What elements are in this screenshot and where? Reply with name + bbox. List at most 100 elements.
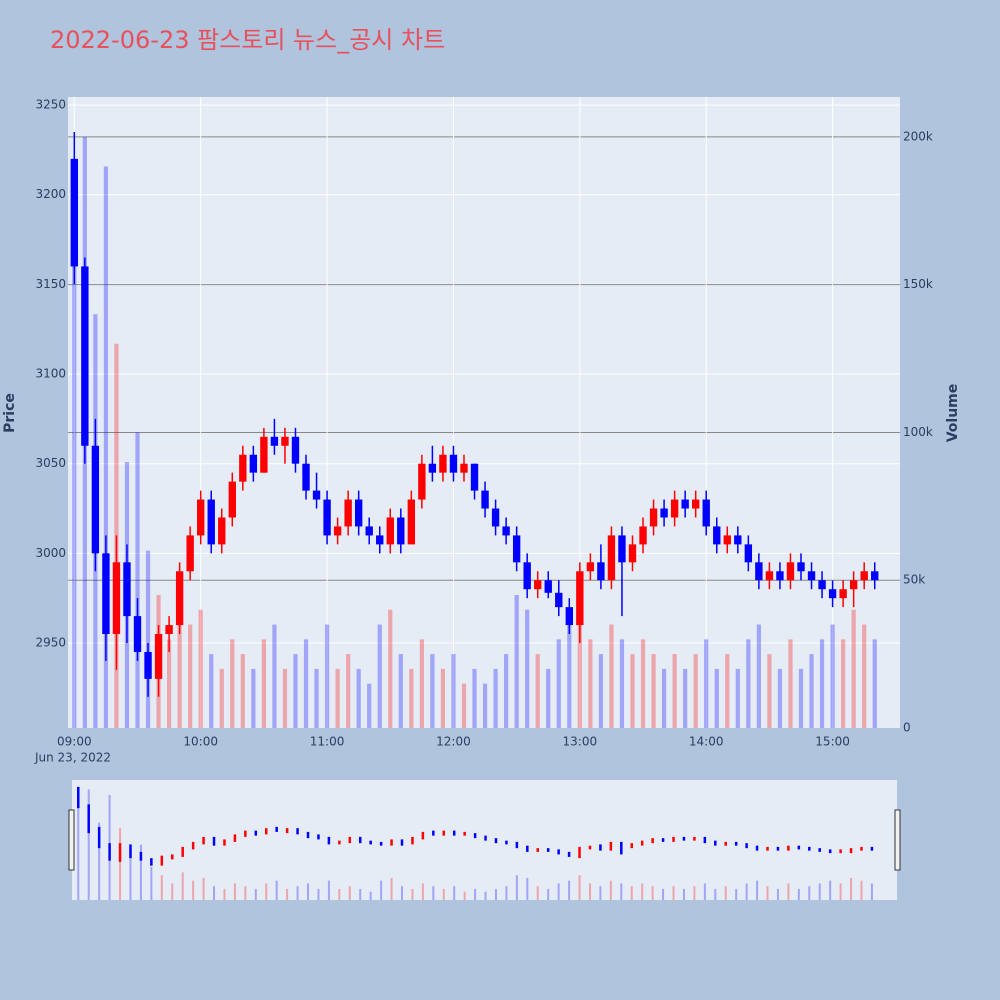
plot-area <box>68 97 900 728</box>
slider-handle-right[interactable] <box>894 809 901 871</box>
y-tick-label: 3100 <box>35 367 66 381</box>
volume-bar <box>504 654 509 728</box>
slider-volume-bar <box>202 877 205 900</box>
slider-handle-left[interactable] <box>68 809 75 871</box>
volume-bar <box>335 668 340 728</box>
candle-body <box>786 562 795 581</box>
slider-volume-bar <box>630 886 633 900</box>
slider-volume-bar <box>776 888 779 900</box>
y2-tick-label: 150k <box>903 277 933 291</box>
slider-volume-bar <box>797 888 800 900</box>
chart-title: 2022-06-23 팜스토리 뉴스_공시 차트 <box>50 26 445 54</box>
slider-volume-bar <box>77 800 80 900</box>
x-tick-label: 12:00 <box>436 735 471 749</box>
x-tick-label: 15:00 <box>815 735 850 749</box>
candle-body <box>207 499 215 545</box>
volume-bar <box>830 624 835 728</box>
candle-body <box>312 490 321 500</box>
volume-bar <box>809 654 814 728</box>
candle-body <box>692 499 700 509</box>
candle-body <box>576 571 584 626</box>
slider-volume-bar <box>557 883 560 900</box>
candle-body <box>407 499 416 545</box>
volume-bar <box>451 654 456 728</box>
candle-body <box>281 436 289 446</box>
candle-body <box>239 454 247 482</box>
slider-volume-bar <box>578 875 581 900</box>
volume-bar <box>651 654 656 728</box>
slider-volume-bar <box>463 891 466 900</box>
volume-bar <box>777 668 783 728</box>
volume-bar <box>535 654 540 728</box>
slider-volume-bar <box>568 880 571 900</box>
candle-body <box>449 454 458 473</box>
y-tick-label: 3150 <box>35 277 66 291</box>
candle-body <box>460 463 468 473</box>
candle-body <box>681 499 689 509</box>
candle-body <box>723 535 731 545</box>
volume-bar <box>240 654 245 728</box>
volume-bar <box>198 609 203 728</box>
slider-volume-bar <box>244 886 247 900</box>
candle-body <box>344 499 352 527</box>
slider-volume-bar <box>327 880 330 900</box>
candle-body <box>776 571 784 581</box>
slider-volume-bar <box>171 883 174 900</box>
slider-volume-bar <box>662 888 665 900</box>
slider-volume-bar <box>317 888 320 900</box>
candle-body <box>502 526 510 536</box>
volume-bar <box>145 550 151 728</box>
candle-body <box>713 526 721 545</box>
candle-body <box>386 517 394 545</box>
slider-volume-bar <box>829 880 832 900</box>
slider-volume-bar <box>286 888 289 900</box>
slider-volume-bar <box>484 891 487 900</box>
slider-volume-bar <box>421 883 424 900</box>
volume-bar <box>398 654 403 728</box>
candle-body <box>428 463 437 473</box>
volume-bar <box>683 668 688 728</box>
y-tick-label: 3250 <box>35 98 66 112</box>
candle-body <box>639 526 647 545</box>
volume-bar <box>303 639 309 728</box>
volume-bar <box>567 624 572 728</box>
volume-bar <box>135 432 140 728</box>
volume-bar <box>841 639 846 728</box>
slider-volume-bar <box>275 880 278 900</box>
volume-bar <box>409 668 414 728</box>
candle-body <box>565 607 573 626</box>
volume-bar <box>346 654 351 728</box>
candle-body <box>70 158 79 267</box>
slider-volume-bar <box>526 877 529 900</box>
volume-bar <box>272 624 277 728</box>
volume-bar <box>619 639 625 728</box>
slider-volume-bar <box>505 886 508 900</box>
candle-body <box>112 562 121 635</box>
candle-body <box>649 508 658 527</box>
y-tick-label: 3200 <box>35 187 66 201</box>
volume-bar <box>788 639 793 728</box>
slider-volume-bar <box>766 886 769 900</box>
volume-bar <box>546 668 551 728</box>
volume-bar <box>598 654 604 728</box>
volume-bar <box>219 668 224 728</box>
candle-body <box>323 499 331 536</box>
volume-bar <box>293 654 298 728</box>
y-tick-label: 3050 <box>35 456 66 470</box>
volume-bar <box>714 668 719 728</box>
volume-bar <box>493 668 498 728</box>
volume-bar <box>324 624 330 728</box>
candle-body <box>797 562 805 572</box>
volume-bar <box>419 639 424 728</box>
y-axis-title: Price <box>2 393 18 433</box>
volume-bar <box>756 624 761 728</box>
candle-body <box>828 589 837 599</box>
slider-volume-bar <box>254 888 257 900</box>
slider-volume-bar <box>213 886 216 900</box>
slider-volume-bar <box>735 888 738 900</box>
candle-body <box>839 589 847 599</box>
candle-body <box>818 580 826 590</box>
candle-body <box>702 499 710 527</box>
volume-bar <box>661 668 667 728</box>
